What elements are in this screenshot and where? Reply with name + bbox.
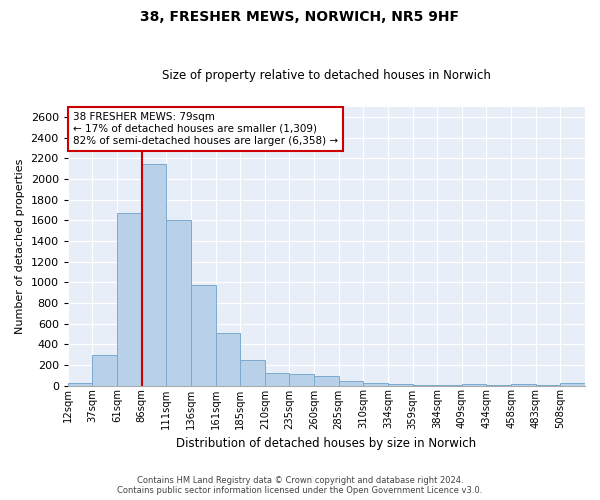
Bar bbox=[536, 385, 560, 386]
Bar bbox=[68, 384, 92, 386]
Bar bbox=[511, 384, 536, 386]
Bar bbox=[166, 220, 191, 386]
Text: 38, FRESHER MEWS, NORWICH, NR5 9HF: 38, FRESHER MEWS, NORWICH, NR5 9HF bbox=[140, 10, 460, 24]
Text: 38 FRESHER MEWS: 79sqm
← 17% of detached houses are smaller (1,309)
82% of semi-: 38 FRESHER MEWS: 79sqm ← 17% of detached… bbox=[73, 112, 338, 146]
Y-axis label: Number of detached properties: Number of detached properties bbox=[15, 158, 25, 334]
Bar bbox=[240, 360, 265, 386]
Text: Contains HM Land Registry data © Crown copyright and database right 2024.
Contai: Contains HM Land Registry data © Crown c… bbox=[118, 476, 482, 495]
Bar bbox=[560, 384, 585, 386]
Bar bbox=[117, 213, 142, 386]
Bar bbox=[215, 333, 240, 386]
Bar bbox=[142, 164, 166, 386]
Bar bbox=[462, 384, 487, 386]
Bar bbox=[388, 384, 413, 386]
Bar bbox=[265, 373, 289, 386]
Bar bbox=[314, 376, 339, 386]
Bar bbox=[364, 384, 388, 386]
X-axis label: Distribution of detached houses by size in Norwich: Distribution of detached houses by size … bbox=[176, 437, 476, 450]
Bar bbox=[339, 381, 364, 386]
Bar bbox=[191, 286, 215, 386]
Bar bbox=[413, 385, 437, 386]
Bar bbox=[289, 374, 314, 386]
Bar bbox=[92, 354, 117, 386]
Title: Size of property relative to detached houses in Norwich: Size of property relative to detached ho… bbox=[162, 69, 491, 82]
